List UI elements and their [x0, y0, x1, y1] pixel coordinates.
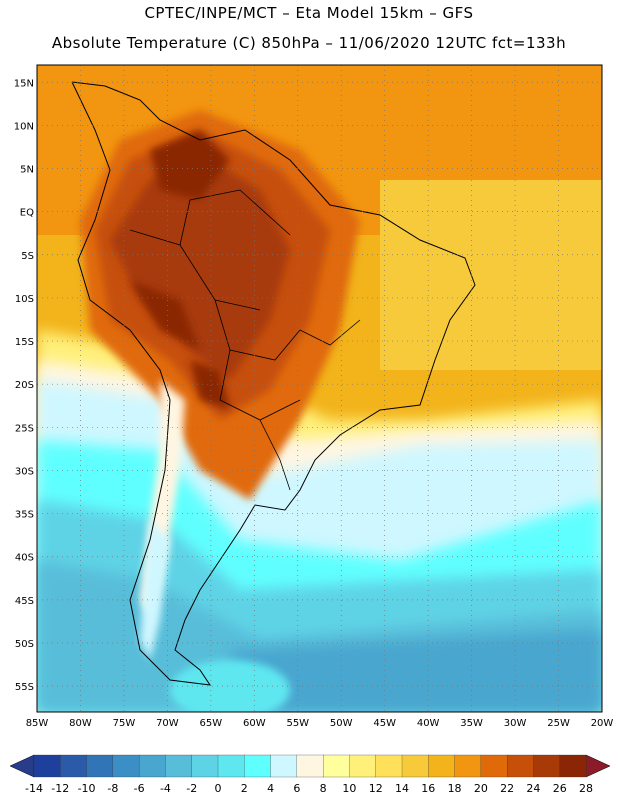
colorbar-swatch	[244, 754, 272, 778]
colorbar-tick-label: -6	[134, 782, 145, 795]
latitude-label: EQ	[20, 208, 34, 219]
colorbar-tick-label: 12	[369, 782, 383, 795]
colorbar-swatch	[428, 754, 456, 778]
colorbar-swatch	[138, 754, 166, 778]
colorbar-swatch	[454, 754, 482, 778]
colorbar-swatch	[165, 754, 193, 778]
colorbar-swatch	[217, 754, 245, 778]
longitude-label: 55W	[286, 718, 309, 729]
colorbar-tick-label: 0	[215, 782, 222, 795]
longitude-label: 45W	[373, 718, 396, 729]
colorbar-tick-label: 8	[320, 782, 327, 795]
colorbar-tick-label: 6	[293, 782, 300, 795]
colorbar-tick-label: 28	[579, 782, 593, 795]
colorbar-swatch	[506, 754, 534, 778]
colorbar-swatch	[270, 754, 298, 778]
latitude-label: 45S	[15, 596, 34, 607]
longitude-axis: 85W 80W 75W 70W 65W 60W 55W 50W 45W 40W 35W 30W 25W 2…	[26, 718, 614, 729]
latitude-label: 15S	[15, 337, 34, 348]
colorbar-swatch	[33, 754, 61, 778]
map-frame	[36, 64, 603, 713]
colorbar-tick-label: 22	[500, 782, 514, 795]
colorbar-tick-label: 26	[553, 782, 567, 795]
colorbar-tick-label: -8	[107, 782, 118, 795]
colorbar-swatch	[401, 754, 429, 778]
colorbar-tick-label: -12	[51, 782, 69, 795]
latitude-label: 15N	[14, 78, 34, 89]
colorbar-tick-label: 18	[448, 782, 462, 795]
latitude-label: 40S	[15, 553, 34, 564]
longitude-label: 65W	[200, 718, 223, 729]
south-america-coastline	[71, 81, 476, 686]
longitude-label: 85W	[26, 718, 49, 729]
latitude-label: 55S	[15, 682, 34, 693]
longitude-label: 35W	[460, 718, 483, 729]
colorbar-swatch	[349, 754, 377, 778]
colorbar-swatch	[296, 754, 324, 778]
colorbar-swatch	[559, 754, 587, 778]
colorbar: -14 -12 -10 -8 -6 -4 -2 0 2 4 6 8 10 12 14 16 18 20 22 24 26…	[9, 754, 611, 795]
colorbar-tick-label: 2	[241, 782, 248, 795]
colorbar-tick-label: 24	[526, 782, 540, 795]
colorbar-swatch	[86, 754, 114, 778]
colorbar-tick-label: 14	[395, 782, 409, 795]
temperature-field	[37, 65, 602, 712]
colorbar-swatch	[375, 754, 403, 778]
colorbar-tick-label: -10	[78, 782, 96, 795]
graticule	[36, 65, 603, 712]
chart-title-line-1: CPTEC/INPE/MCT – Eta Model 15km – GFS	[144, 4, 474, 22]
colorbar-tick-label: 4	[267, 782, 274, 795]
colorbar-tick-label: 10	[342, 782, 356, 795]
latitude-label: 10S	[15, 294, 34, 305]
longitude-label: 60W	[243, 718, 266, 729]
longitude-label: 75W	[113, 718, 136, 729]
colorbar-tick-label: 16	[421, 782, 435, 795]
colorbar-swatch	[533, 754, 561, 778]
latitude-label: 35S	[15, 510, 34, 521]
longitude-label: 20W	[591, 718, 614, 729]
latitude-label: 50S	[15, 639, 34, 650]
chart-title-line-2: Absolute Temperature (C) 850hPa – 11/06/…	[51, 34, 567, 52]
colorbar-tick-label: -2	[186, 782, 197, 795]
colorbar-tick-label: -4	[160, 782, 171, 795]
latitude-label: 5S	[21, 251, 34, 262]
latitude-label: 25S	[15, 423, 34, 434]
longitude-label: 30W	[504, 718, 527, 729]
latitude-label: 20S	[15, 380, 34, 391]
colorbar-tick-label: 20	[474, 782, 488, 795]
latitude-label: 5N	[20, 165, 34, 176]
longitude-label: 40W	[417, 718, 440, 729]
colorbar-under-triangle	[9, 754, 35, 778]
colorbar-over-triangle	[585, 754, 611, 778]
colorbar-swatch	[191, 754, 219, 778]
colorbar-tick-label: -14	[25, 782, 43, 795]
colorbar-swatch	[480, 754, 508, 778]
colorbar-swatch	[112, 754, 140, 778]
latitude-label: 30S	[15, 466, 34, 477]
longitude-label: 50W	[330, 718, 353, 729]
longitude-label: 80W	[69, 718, 92, 729]
latitude-axis: 15N 10N 5N EQ 5S 10S 15S 20S 25S 30S 35S 40S 45S 50S 5…	[14, 78, 34, 693]
colorbar-swatch	[322, 754, 350, 778]
colorbar-swatch	[60, 754, 88, 778]
longitude-label: 70W	[156, 718, 179, 729]
latitude-label: 10N	[14, 121, 34, 132]
longitude-label: 25W	[547, 718, 570, 729]
country-borders	[129, 189, 361, 491]
